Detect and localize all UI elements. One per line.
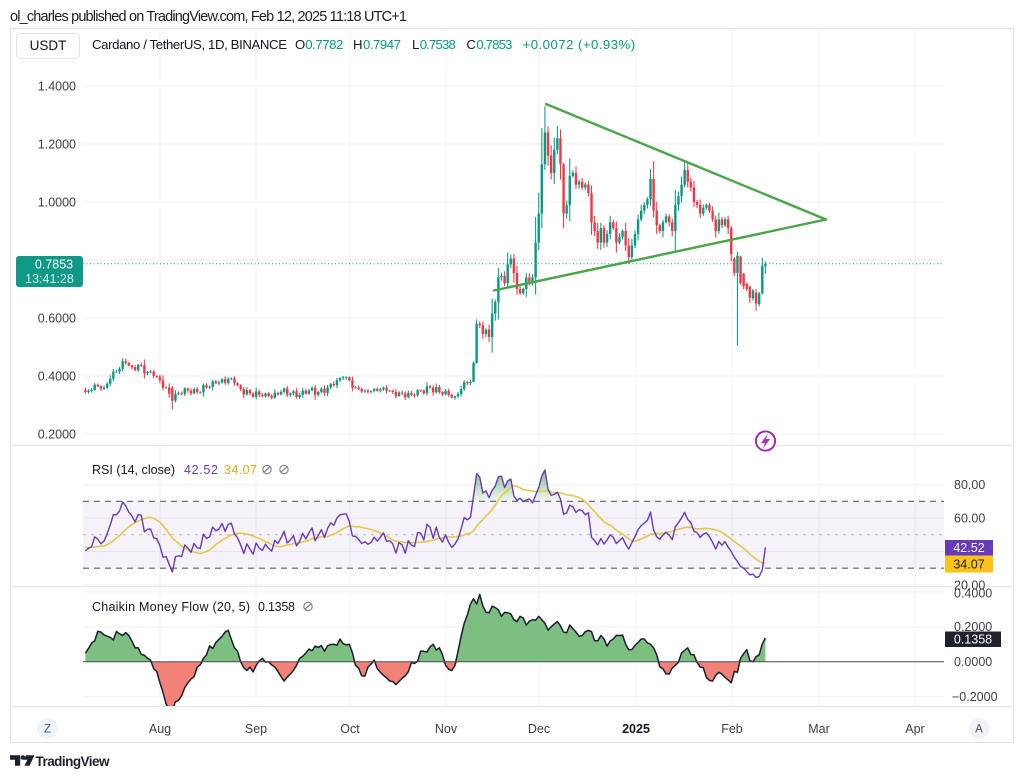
svg-text:0.7782: 0.7782 [305, 37, 343, 52]
svg-text:Mar: Mar [808, 722, 830, 736]
svg-text:Dec: Dec [528, 722, 550, 736]
svg-text:Oct: Oct [340, 722, 360, 736]
svg-text:0.2000: 0.2000 [38, 428, 76, 442]
svg-text:60.00: 60.00 [954, 512, 985, 526]
svg-text:34.07: 34.07 [953, 558, 984, 572]
svg-text:Feb: Feb [721, 722, 743, 736]
svg-text:1.0000: 1.0000 [38, 196, 76, 210]
svg-text:80.00: 80.00 [954, 478, 985, 492]
svg-text:20.00: 20.00 [954, 579, 985, 593]
svg-text:0.7853: 0.7853 [476, 37, 512, 52]
svg-text:RSI (14, close): RSI (14, close) [92, 463, 175, 477]
svg-text:42.52: 42.52 [953, 541, 984, 555]
svg-text:34.07: 34.07 [224, 463, 257, 477]
svg-text:Nov: Nov [435, 722, 458, 736]
svg-text:+0.0072 (+0.93%): +0.0072 (+0.93%) [523, 37, 636, 52]
svg-text:L: L [412, 37, 419, 52]
svg-text:C: C [466, 37, 476, 52]
svg-text:USDT: USDT [30, 38, 67, 53]
svg-text:2025: 2025 [622, 722, 650, 736]
svg-text:Z: Z [44, 724, 51, 736]
svg-text:Sep: Sep [245, 722, 267, 736]
svg-text:TradingView: TradingView [36, 754, 110, 769]
svg-text:0.7947: 0.7947 [363, 37, 401, 52]
svg-text:13:41:28: 13:41:28 [25, 272, 74, 286]
svg-text:0.7538: 0.7538 [420, 37, 456, 52]
svg-text:O: O [295, 37, 305, 52]
svg-text:0.4000: 0.4000 [954, 587, 992, 601]
svg-text:ol_charles published on Tradin: ol_charles published on TradingView.com,… [10, 9, 407, 25]
svg-text:H: H [353, 37, 363, 52]
svg-text:Apr: Apr [905, 722, 924, 736]
svg-text:0.6000: 0.6000 [38, 312, 76, 326]
svg-text:0.0000: 0.0000 [954, 655, 992, 669]
svg-text:42.52: 42.52 [184, 463, 218, 477]
svg-text:1.2000: 1.2000 [38, 138, 76, 152]
svg-text:0.7853: 0.7853 [35, 258, 73, 272]
svg-text:A: A [975, 724, 983, 736]
svg-text:Chaikin Money Flow (20, 5): Chaikin Money Flow (20, 5) [92, 600, 250, 614]
svg-text:0.2000: 0.2000 [954, 620, 992, 634]
svg-text:0.4000: 0.4000 [38, 370, 76, 384]
svg-text:0.1358: 0.1358 [258, 600, 295, 614]
svg-text:Aug: Aug [149, 722, 171, 736]
svg-text:Cardano / TetherUS, 1D, BINANC: Cardano / TetherUS, 1D, BINANCE [92, 37, 287, 52]
svg-text:1.4000: 1.4000 [38, 80, 76, 94]
svg-text:−0.2000: −0.2000 [952, 690, 998, 704]
svg-text:0.1358: 0.1358 [954, 633, 992, 647]
